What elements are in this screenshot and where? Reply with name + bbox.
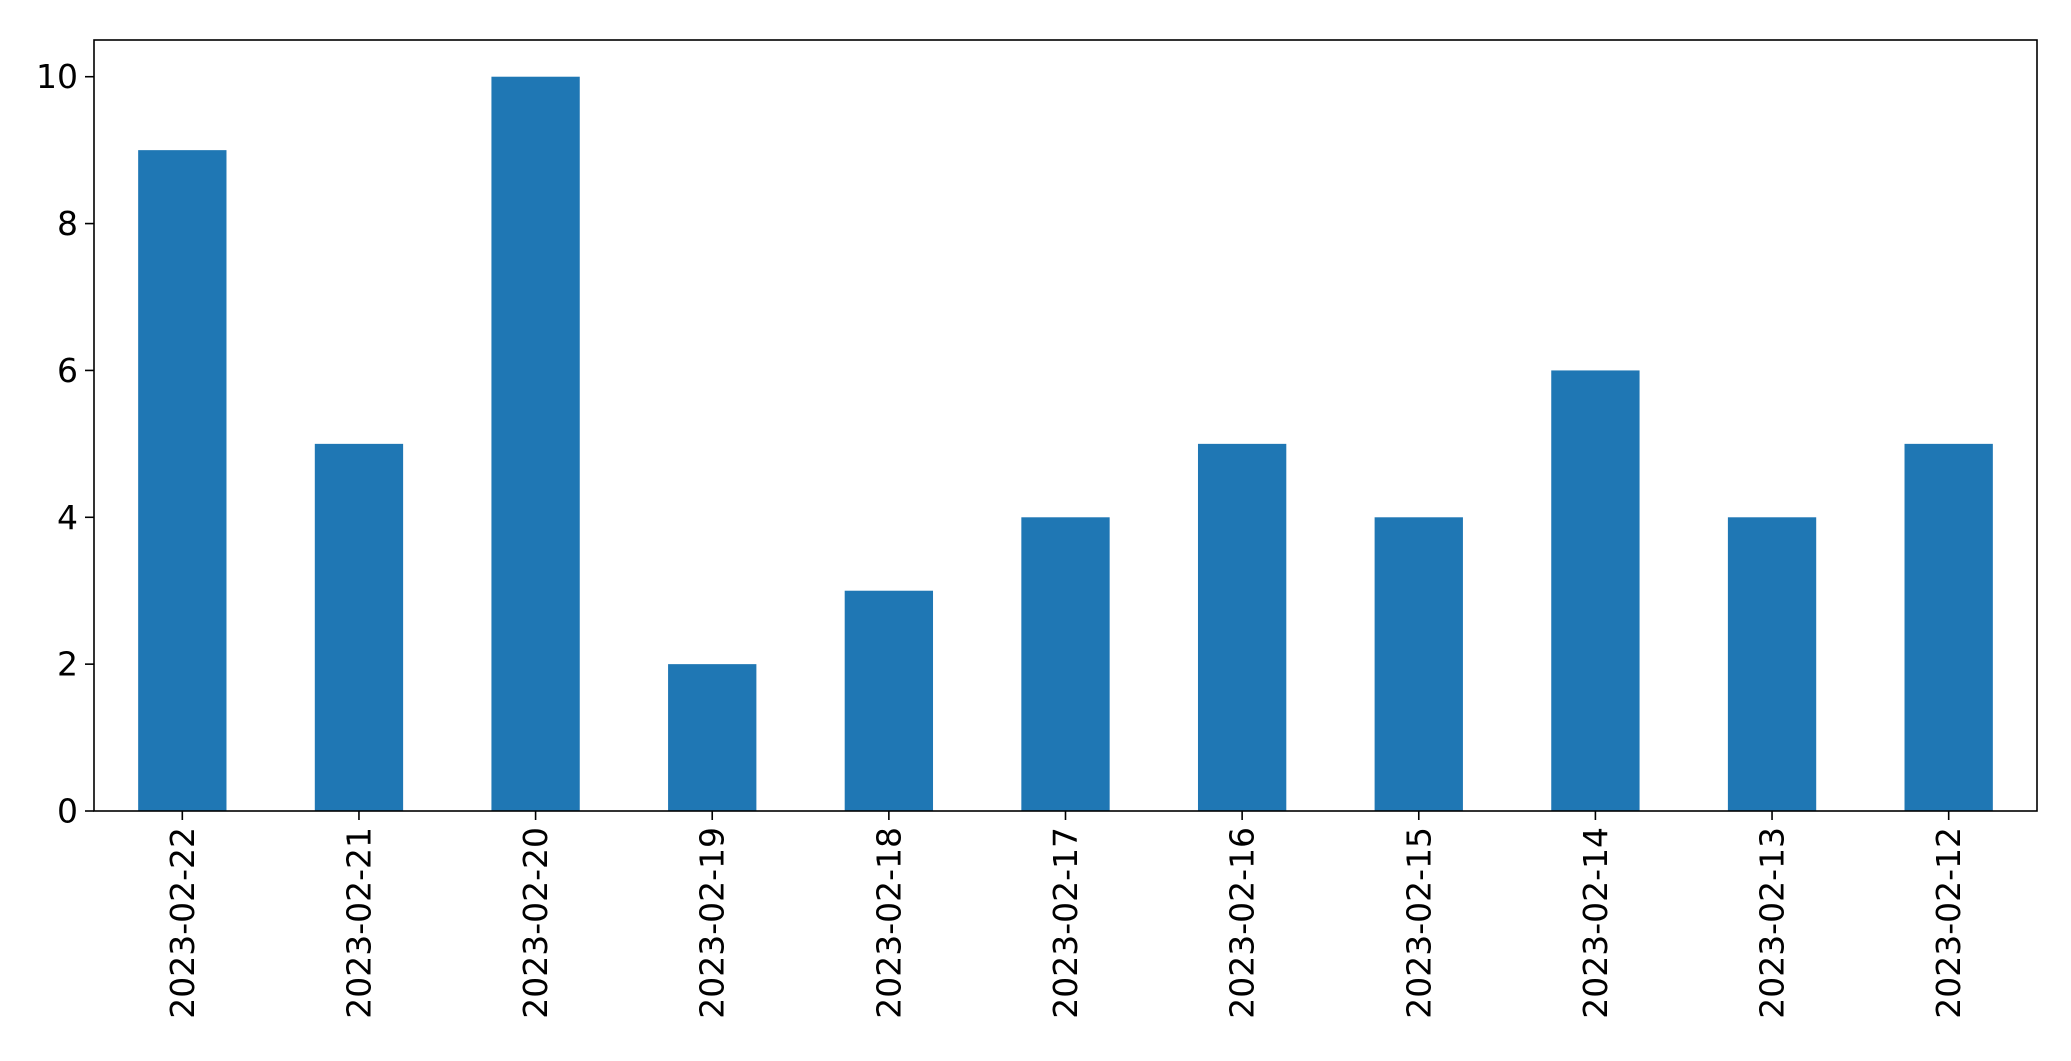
bar-2023-02-18 (844, 590, 934, 811)
x-tick-label: 2023-02-22 (163, 827, 202, 1019)
bars-layer (138, 76, 1993, 811)
y-tick-label: 4 (57, 498, 78, 537)
x-tick-label: 2023-02-14 (1576, 827, 1615, 1019)
x-tick-label: 2023-02-18 (869, 827, 908, 1019)
x-tick-label: 2023-02-21 (339, 827, 378, 1019)
y-tick-label: 0 (57, 792, 78, 831)
bar-2023-02-12 (1904, 443, 1993, 811)
x-tick-label: 2023-02-13 (1753, 827, 1792, 1019)
x-tick-label: 2023-02-20 (516, 827, 555, 1019)
bar-2023-02-21 (314, 443, 404, 811)
x-tick-label: 2023-02-16 (1223, 827, 1262, 1019)
x-axis: 2023-02-22 2023-02-21 2023-02-20 2023-02-19… (163, 811, 1968, 1019)
y-tick-label: 10 (36, 57, 78, 96)
y-tick-label: 2 (57, 645, 78, 684)
bar-2023-02-17 (1021, 517, 1110, 811)
bar-2023-02-19 (668, 664, 757, 811)
y-tick-label: 6 (57, 351, 78, 390)
bar-2023-02-14 (1551, 370, 1640, 811)
y-axis: 0 2 4 6 8 10 (36, 57, 94, 831)
bar-2023-02-20 (491, 76, 580, 811)
bar-2023-02-22 (138, 150, 227, 811)
x-tick-label: 2023-02-19 (693, 827, 732, 1019)
bar-2023-02-13 (1727, 517, 1817, 811)
x-tick-label: 2023-02-17 (1046, 827, 1085, 1019)
y-tick-label: 8 (57, 204, 78, 243)
bar-2023-02-16 (1197, 443, 1287, 811)
plot-area-frame (93, 39, 2038, 812)
x-tick-label: 2023-02-12 (1929, 827, 1968, 1019)
x-tick-label: 2023-02-15 (1399, 827, 1438, 1019)
bar-2023-02-15 (1374, 517, 1463, 811)
